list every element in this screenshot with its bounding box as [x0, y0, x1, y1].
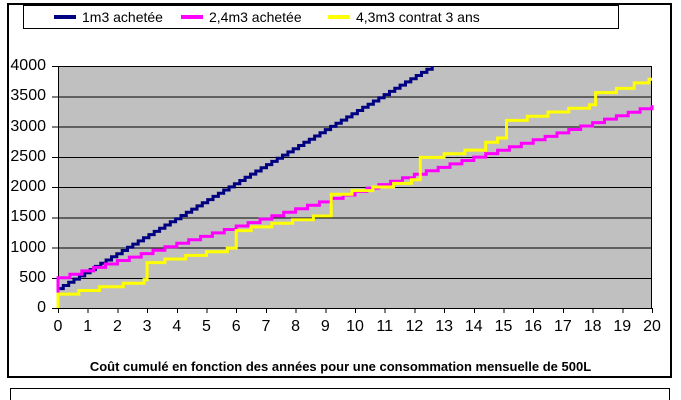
x-axis-tick-label: 2 — [112, 318, 122, 335]
x-axis-tick-label: 18 — [583, 318, 602, 335]
y-axis-tick-label: 2500 — [10, 147, 46, 165]
navy-line-key-icon — [54, 15, 76, 19]
legend-label: 1m3 achetée — [82, 9, 163, 25]
legend-item-2-4m3[interactable]: 2,4m3 achetée — [181, 6, 302, 28]
y-axis-tick-label: 2000 — [10, 178, 46, 195]
x-axis-tick-label: 7 — [261, 318, 271, 335]
x-axis-tick-label: 16 — [524, 318, 543, 335]
series-line-1[interactable] — [56, 105, 654, 308]
legend-label: 2,4m3 achetée — [209, 9, 302, 25]
x-axis-tick-label: 17 — [553, 318, 572, 335]
x-axis-tick-label: 1 — [83, 318, 93, 335]
secondary-frame — [10, 388, 670, 400]
x-axis-tick-label: 10 — [346, 318, 364, 335]
x-axis-tick-label: 0 — [53, 318, 63, 335]
x-axis-tick-label: 12 — [405, 318, 424, 335]
x-axis-tick-label: 19 — [613, 318, 632, 335]
legend-item-1m3[interactable]: 1m3 achetée — [54, 6, 163, 28]
x-axis-tick-label: 11 — [376, 318, 393, 335]
magenta-line-key-icon — [181, 15, 203, 19]
y-axis-tick-label: 1500 — [10, 208, 46, 226]
x-axis-tick-label: 6 — [231, 318, 241, 335]
series-line-0[interactable] — [56, 66, 434, 308]
x-axis-tick-label: 8 — [291, 318, 301, 335]
y-axis-tick-label: 3500 — [10, 87, 46, 105]
x-axis-tick-label: 15 — [494, 318, 513, 335]
y-axis-tick-label: 0 — [37, 299, 46, 316]
legend-label: 4,3m3 contrat 3 ans — [356, 9, 480, 25]
y-axis-tick-label: 3000 — [10, 117, 46, 135]
x-axis-tick-label: 3 — [142, 318, 152, 335]
y-axis-tick-label: 1000 — [10, 238, 46, 256]
yellow-line-key-icon — [328, 15, 350, 19]
series-line-2[interactable] — [56, 77, 652, 308]
x-axis-tick-label: 20 — [643, 318, 661, 335]
legend: 1m3 achetée 2,4m3 achetée 4,3m3 contrat … — [23, 5, 619, 29]
x-axis-tick-label: 9 — [320, 318, 330, 335]
x-axis-tick-label: 4 — [172, 318, 182, 335]
y-axis-tick-label: 500 — [19, 268, 46, 286]
x-axis-tick-label: 5 — [202, 318, 211, 335]
x-axis-tick-label: 13 — [435, 318, 453, 335]
y-axis-tick-label: 4000 — [10, 57, 46, 74]
chart-title: Coût cumulé en fonction des années pour … — [89, 359, 592, 374]
x-axis-tick-label: 14 — [464, 318, 483, 335]
legend-item-4-3m3[interactable]: 4,3m3 contrat 3 ans — [328, 6, 480, 28]
